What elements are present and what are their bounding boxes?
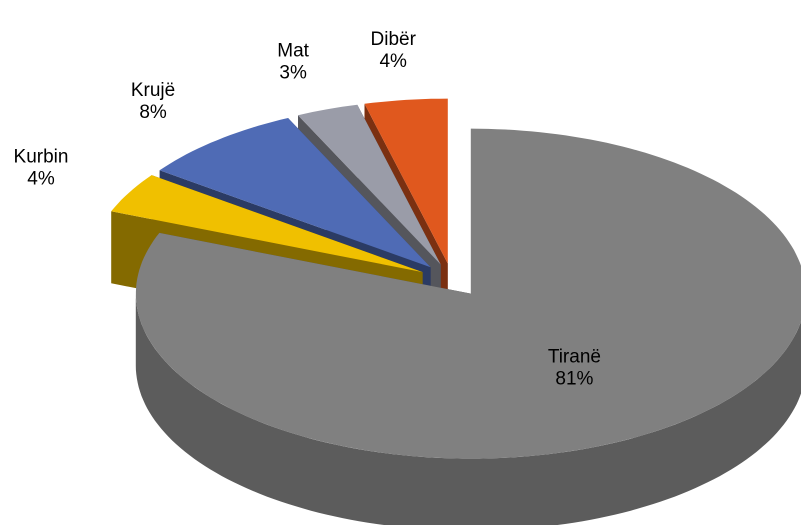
slice	[364, 98, 448, 264]
slice	[159, 118, 431, 268]
slice-label: Kurbin	[14, 147, 69, 168]
slice-value-label: 4%	[27, 169, 55, 190]
slice	[135, 128, 801, 459]
slice-label: Krujë	[131, 80, 175, 101]
slice-value-label: 3%	[279, 63, 307, 84]
slice-label: Tiranë	[548, 347, 601, 368]
slice-side	[135, 293, 801, 525]
slice-label: Dibër	[371, 29, 417, 50]
slice-value-label: 81%	[555, 369, 593, 390]
slice-value-label: 4%	[379, 51, 407, 72]
slice	[111, 175, 423, 273]
slice-label: Mat	[277, 41, 309, 62]
slice-value-label: 8%	[139, 102, 167, 123]
slice	[298, 104, 441, 265]
